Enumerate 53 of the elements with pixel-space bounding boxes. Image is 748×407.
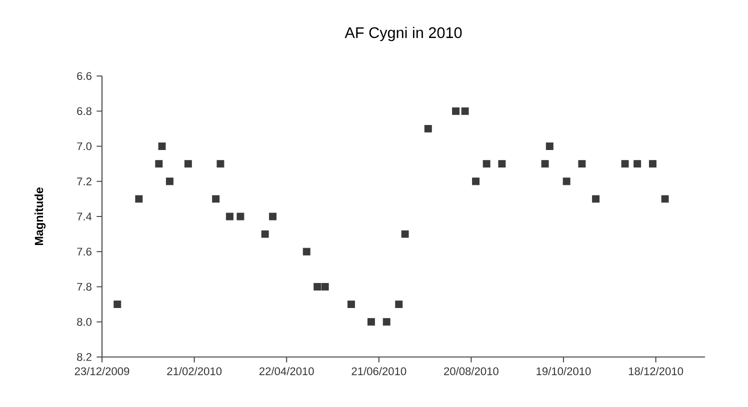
y-tick-label: 8.2 xyxy=(77,353,92,361)
point xyxy=(661,195,669,203)
x-tick-label: 23/12/2009 xyxy=(74,367,130,376)
point xyxy=(226,212,234,220)
y-tick-label: 7.4 xyxy=(77,212,92,220)
chart-title: AF Cygni in 2010 xyxy=(344,26,462,42)
y-axis-title: Magnitude xyxy=(34,188,46,246)
point xyxy=(634,160,642,168)
point xyxy=(395,300,403,308)
point xyxy=(212,195,220,203)
point xyxy=(261,230,269,238)
point xyxy=(314,283,322,290)
point xyxy=(482,160,490,168)
point xyxy=(367,318,375,326)
point xyxy=(541,160,549,168)
point xyxy=(135,195,143,203)
point xyxy=(236,212,244,220)
point xyxy=(216,160,224,168)
point xyxy=(321,283,329,290)
point xyxy=(114,300,122,308)
point xyxy=(158,142,166,150)
point xyxy=(302,248,310,256)
y-tick-label: 6.6 xyxy=(77,72,92,80)
point xyxy=(498,160,506,168)
y-tick-label: 7.0 xyxy=(77,142,92,150)
x-tick-label: 21/06/2010 xyxy=(352,367,406,376)
point xyxy=(382,318,390,326)
point xyxy=(621,160,629,168)
y-tick-label: 7.2 xyxy=(77,178,92,186)
point xyxy=(452,107,460,115)
point xyxy=(184,160,192,168)
point xyxy=(155,160,163,168)
point xyxy=(347,300,355,308)
y-tick-label: 6.8 xyxy=(77,107,92,116)
x-tick-label: 20/08/2010 xyxy=(444,367,498,376)
y-tick-label: 7.6 xyxy=(77,248,92,256)
point xyxy=(401,230,409,238)
x-tick-label: 19/10/2010 xyxy=(536,367,591,376)
point xyxy=(578,160,586,168)
point xyxy=(562,178,570,186)
y-tick-label: 7.8 xyxy=(77,282,92,291)
y-tick-label: 8.0 xyxy=(77,318,92,326)
x-tick-label: 22/04/2010 xyxy=(259,367,314,376)
point xyxy=(592,195,600,203)
point xyxy=(546,142,554,150)
x-tick-label: 18/12/2010 xyxy=(628,367,684,376)
point xyxy=(269,212,276,220)
point xyxy=(424,124,432,132)
point xyxy=(166,178,174,186)
point xyxy=(461,107,469,115)
point xyxy=(472,178,480,186)
point xyxy=(648,160,656,168)
x-tick-label: 21/02/2010 xyxy=(167,367,222,376)
